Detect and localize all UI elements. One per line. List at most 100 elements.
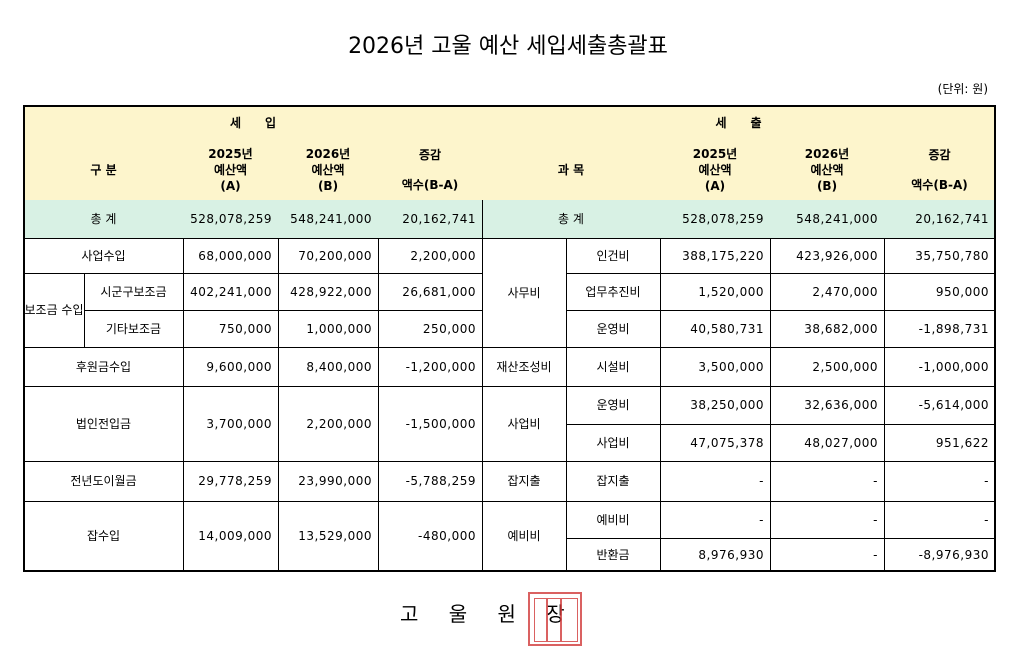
value: -1,000,000: [884, 347, 996, 387]
cell-text: 13,529,000: [298, 529, 372, 543]
value: -5,788,259: [378, 461, 483, 502]
header-label: 구 분: [24, 140, 184, 201]
cell-text: 액수(B-A): [911, 178, 968, 192]
cell-text: -5,788,259: [405, 474, 476, 488]
value: -8,976,930: [884, 538, 996, 572]
title: 2026년 고울 예산 세입세출총괄표: [348, 34, 668, 59]
cell-text: 68,000,000: [198, 248, 272, 263]
group-label: 잡지출: [482, 461, 567, 502]
cell-text: 2026년: [305, 147, 351, 161]
value: 47,075,378: [660, 424, 771, 462]
footer: 고 울 원 장: [400, 602, 577, 626]
cell-text: 기타보조금: [105, 321, 162, 336]
value: -: [660, 501, 771, 539]
cell-text: 548,241,000: [290, 212, 372, 226]
cell-text: 구 분: [90, 163, 117, 177]
cell-text: 40,580,731: [690, 321, 764, 336]
header-diff-sub: 액수(B-A): [884, 170, 996, 201]
cell-text: 사업비: [596, 435, 630, 450]
cell-text: 548,241,000: [796, 212, 878, 226]
value: 2,500,000: [770, 347, 885, 387]
cell-text: 388,175,220: [682, 248, 764, 263]
cell-text: 보조금 수입: [24, 303, 84, 317]
cell-text: 인건비: [596, 248, 630, 263]
group-label: 사무비: [482, 238, 567, 348]
cell-text: 시설비: [596, 359, 630, 374]
value: 1,000,000: [278, 310, 379, 348]
total-value: 20,162,741: [378, 200, 483, 239]
header-diff-sub: 액수(B-A): [378, 170, 483, 201]
value: -: [884, 501, 996, 539]
total-value: 528,078,259: [660, 200, 771, 239]
value: 951,622: [884, 424, 996, 462]
cell-text: 운영비: [596, 398, 630, 412]
cell-text: 48,027,000: [804, 435, 878, 450]
cell-text: 951,622: [935, 435, 989, 450]
cell-text: 47,075,378: [690, 435, 764, 450]
cell-text: 14,009,000: [198, 529, 272, 543]
group-label: 재산조성비: [482, 347, 567, 387]
cell-text: 250,000: [422, 321, 476, 336]
total-value: 20,162,741: [884, 200, 996, 239]
value: 3,500,000: [660, 347, 771, 387]
cell-text: 3,700,000: [206, 416, 272, 431]
cell-text: -: [984, 512, 989, 527]
row-label: 사업비: [566, 424, 661, 462]
value: 423,926,000: [770, 238, 885, 274]
row-label: 사업수입: [24, 238, 184, 274]
header-curr: 2026년 예산액 (B): [278, 140, 379, 201]
cell-text: 총 계: [90, 212, 117, 226]
row-label: 기타보조금: [84, 310, 184, 348]
total-label: 총 계: [482, 200, 661, 239]
row-label: 법인전입금: [24, 386, 184, 462]
cell-text: 20,162,741: [915, 212, 989, 226]
cell-text: 예비비: [596, 512, 630, 527]
total-value: 548,241,000: [770, 200, 885, 239]
cell-text: -: [759, 474, 764, 488]
cell-text: 402,241,000: [190, 284, 272, 299]
cell-text: -480,000: [418, 529, 476, 543]
value: -: [770, 461, 885, 502]
cell-text: 20,162,741: [402, 212, 476, 226]
value: 750,000: [183, 310, 279, 348]
value: 1,520,000: [660, 273, 771, 311]
cell-text: 950,000: [935, 284, 989, 299]
cell-text: 1,000,000: [306, 321, 372, 336]
value: -5,614,000: [884, 386, 996, 425]
cell-text: 예산액: [213, 163, 248, 177]
cell-text: 예산액: [698, 163, 732, 177]
value: 32,636,000: [770, 386, 885, 425]
cell-text: 사업비: [507, 416, 541, 431]
value: 250,000: [378, 310, 483, 348]
cell-text: 2,200,000: [306, 416, 372, 431]
value: 8,976,930: [660, 538, 771, 572]
cell-text: 2,500,000: [812, 359, 878, 374]
cell-text: 재산조성비: [496, 359, 552, 374]
value: 2,200,000: [378, 238, 483, 274]
cell-text: 29,778,259: [198, 474, 272, 488]
value: -: [884, 461, 996, 502]
cell-text: 1,520,000: [698, 284, 764, 299]
cell-text: 8,976,930: [698, 547, 764, 562]
cell-text: 2025년: [208, 147, 253, 161]
cell-text: -1,898,731: [918, 321, 989, 336]
header-label: 과 목: [482, 140, 661, 201]
group-label: 예비비: [482, 501, 567, 572]
row-label: 후원금수입: [24, 347, 184, 387]
row-label: 잡수입: [24, 501, 184, 572]
value: 35,750,780: [884, 238, 996, 274]
value: 23,990,000: [278, 461, 379, 502]
row-label: 시설비: [566, 347, 661, 387]
row-label: 운영비: [566, 310, 661, 348]
cell-text: 38,682,000: [804, 321, 878, 336]
header-curr: 2026년 예산액 (B): [770, 140, 885, 201]
cell-text: -1,000,000: [918, 359, 989, 374]
cell-text: 사업수입: [81, 248, 126, 263]
row-label: 반환금: [566, 538, 661, 572]
cell-text: 잡지출: [507, 474, 541, 488]
value: 9,600,000: [183, 347, 279, 387]
row-label: 예비비: [566, 501, 661, 539]
cell-text: 528,078,259: [682, 212, 764, 226]
cell-text: -: [873, 474, 878, 488]
cell-text: 시군구보조금: [100, 284, 167, 299]
